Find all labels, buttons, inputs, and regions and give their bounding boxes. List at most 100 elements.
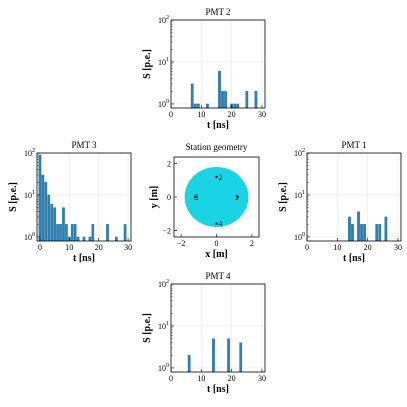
bar xyxy=(190,83,194,109)
x-tick-label: 30 xyxy=(394,243,402,252)
plot-area xyxy=(171,20,265,108)
x-axis-label: t [ns] xyxy=(207,120,229,131)
tank-circle xyxy=(184,167,249,227)
bar xyxy=(76,236,80,242)
x-tick-label: 2 xyxy=(250,239,254,248)
bar xyxy=(224,91,227,109)
bar xyxy=(245,91,249,109)
bar xyxy=(384,216,388,242)
y-tick-label: 100 xyxy=(294,232,305,242)
y-tick-label: 0 xyxy=(167,193,171,202)
y-tick-label: 102 xyxy=(294,148,305,158)
pmt-point xyxy=(194,195,197,199)
panel-title: PMT 1 xyxy=(341,140,366,150)
panel-title: PMT 2 xyxy=(205,7,230,17)
x-tick-label: 30 xyxy=(258,110,266,119)
bar xyxy=(114,236,118,242)
bar xyxy=(233,103,237,109)
panel-pmt1: 0 10 20 30 100 101 102 PMT 1 t [ns] S [p.e.] xyxy=(278,140,402,264)
bar xyxy=(378,224,382,242)
y-tick-label: 100 xyxy=(158,99,169,109)
panel-pmt3: 0 10 20 30 100 101 102 PMT 3 t [ns] S [p.e.] xyxy=(8,140,132,264)
x-tick-label: 0 xyxy=(169,374,173,383)
bar xyxy=(196,103,200,109)
y-tick-label: 101 xyxy=(158,321,169,331)
x-tick-label: 20 xyxy=(228,110,236,119)
plot-area xyxy=(171,284,265,372)
bar xyxy=(56,224,59,242)
pmt-label: 3 xyxy=(194,193,198,202)
bar xyxy=(53,207,56,242)
y-tick-label: 101 xyxy=(24,190,35,200)
y-axis-label: S [p.e.] xyxy=(142,313,153,343)
x-tick-label: 10 xyxy=(197,110,205,119)
bar xyxy=(62,207,65,242)
y-tick-label: 101 xyxy=(158,57,169,67)
x-tick-label: 10 xyxy=(333,243,341,252)
bar xyxy=(41,174,45,242)
panel-title: Station geometry xyxy=(186,142,248,152)
x-tick-label: 30 xyxy=(258,374,266,383)
bar xyxy=(73,224,77,242)
y-tick-label: 100 xyxy=(24,232,35,242)
x-tick-label: −2 xyxy=(177,239,186,248)
y-tick-label: 102 xyxy=(158,15,169,25)
x-tick-label: 30 xyxy=(124,243,132,252)
pmt-label: 1 xyxy=(235,193,239,202)
x-axis-label: t [ns] xyxy=(73,253,95,264)
x-axis-label: t [ns] xyxy=(343,253,365,264)
x-tick-label: 0 xyxy=(305,243,309,252)
y-tick-label: 100 xyxy=(158,363,169,373)
x-tick-label: 20 xyxy=(95,243,103,252)
bar xyxy=(88,236,92,242)
bar xyxy=(227,338,230,373)
pmt-label: 2 xyxy=(219,173,223,182)
bar xyxy=(106,224,109,242)
x-axis-label: t [ns] xyxy=(207,384,229,395)
bar xyxy=(50,204,54,242)
bar xyxy=(82,236,86,242)
pmt-label: 4 xyxy=(219,220,223,229)
bar xyxy=(44,182,48,242)
x-axis-label: x [m] xyxy=(205,249,228,260)
bar xyxy=(193,103,197,109)
bar xyxy=(206,103,209,109)
bar xyxy=(221,91,224,109)
panel-geometry: 1 2 3 4 −2 0 2 −2 0 2 Station geometry x [m] y [m] xyxy=(149,142,260,260)
x-tick-label: 10 xyxy=(65,243,73,252)
bar xyxy=(59,224,62,242)
y-axis-label: S [p.e.] xyxy=(8,182,19,212)
bar xyxy=(65,224,68,242)
bar xyxy=(212,338,215,373)
bar xyxy=(348,216,351,242)
y-tick-label: 101 xyxy=(294,190,305,200)
bar xyxy=(236,103,240,109)
y-tick-label: −2 xyxy=(162,226,171,235)
panel-title: PMT 3 xyxy=(71,140,97,150)
bar xyxy=(47,194,51,242)
x-tick-label: 0 xyxy=(169,110,173,119)
y-axis-label: S [p.e.] xyxy=(142,49,153,79)
y-tick-label: 2 xyxy=(167,160,171,169)
bar xyxy=(375,224,379,242)
panel-pmt4: 0 10 20 30 100 101 102 PMT 4 t [ns] S [p.e.] xyxy=(142,271,266,395)
bar xyxy=(38,154,42,242)
bar xyxy=(363,224,366,242)
bar xyxy=(351,224,354,242)
x-tick-label: 10 xyxy=(197,374,205,383)
y-tick-label: 102 xyxy=(24,148,35,158)
x-tick-label: 0 xyxy=(38,243,42,252)
bar xyxy=(91,224,95,242)
panel-title: PMT 4 xyxy=(205,271,231,281)
bar xyxy=(357,211,360,242)
bar xyxy=(123,224,127,242)
bar xyxy=(70,224,74,242)
pmt-point xyxy=(215,175,218,179)
x-tick-label: 20 xyxy=(228,374,236,383)
bar xyxy=(187,355,191,373)
x-tick-label: 20 xyxy=(364,243,372,252)
panel-pmt2: 0 10 20 30 100 101 102 PMT 2 t [ns] S [p.e.] xyxy=(142,7,266,131)
pmt-point xyxy=(215,222,218,225)
x-tick-label: 0 xyxy=(215,239,219,248)
